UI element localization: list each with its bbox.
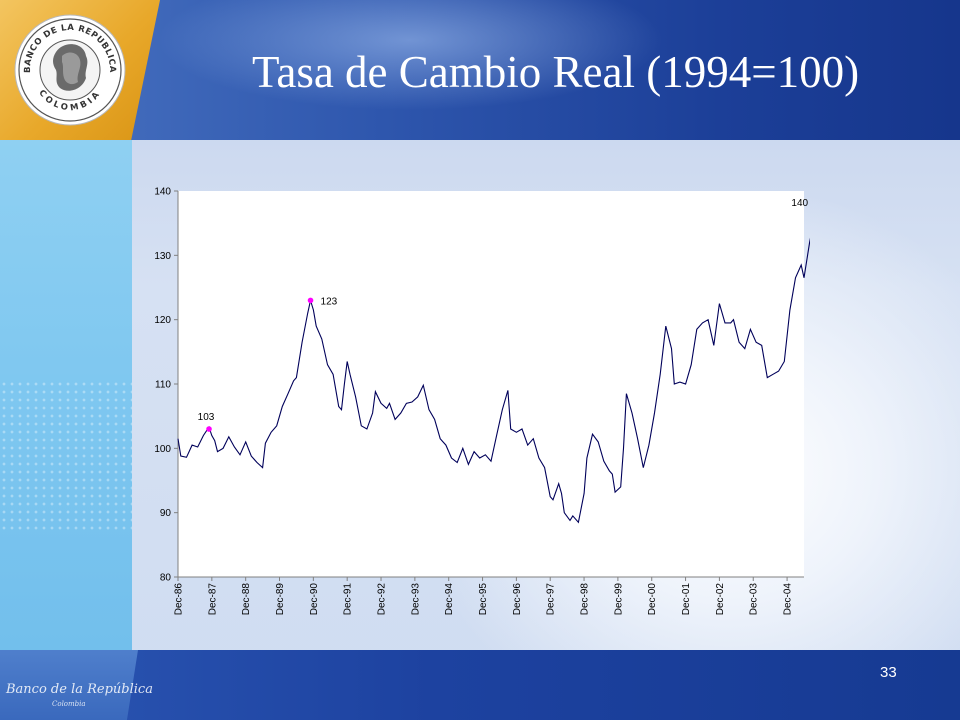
plot-area — [178, 191, 804, 577]
y-tick-label: 110 — [155, 380, 171, 391]
left-panel-pattern — [0, 380, 132, 530]
marker-point — [206, 426, 212, 432]
footer-subtitle: Colombia — [52, 700, 86, 708]
x-tick-label: Dec-90 — [309, 583, 320, 616]
x-tick-label: Dec-95 — [478, 583, 489, 616]
x-axis: Dec-86 Dec-87 Dec-88 Dec-89 Dec-90 Dec-91 Dec-… — [174, 576, 804, 616]
x-tick-label: Dec-87 — [207, 583, 218, 616]
x-tick-label: Dec-03 — [749, 583, 760, 616]
x-tick-label: Dec-98 — [580, 583, 591, 616]
y-tick-label: 80 — [160, 573, 172, 584]
slide-title: Tasa de Cambio Real (1994=100) — [252, 47, 860, 97]
y-tick-label: 120 — [154, 315, 171, 326]
series-line — [177, 237, 810, 524]
y-tick-label: 130 — [154, 251, 171, 262]
x-tick-label: Dec-89 — [275, 583, 286, 616]
x-tick-label: Dec-96 — [512, 583, 523, 616]
x-tick-label: Dec-88 — [241, 583, 252, 616]
y-tick-label: 90 — [160, 508, 172, 519]
footer-brand-panel — [0, 650, 138, 720]
y-tick-label: 140 — [154, 187, 171, 198]
bank-seal-logo: BANCO DE LA REPUBLICA COLOMBIA — [14, 14, 126, 126]
header-highlight — [130, 0, 730, 140]
x-tick-label: Dec-92 — [377, 583, 388, 616]
x-tick-label: Dec-99 — [613, 583, 624, 616]
y-tick-label: 100 — [154, 444, 171, 455]
x-tick-label: Dec-91 — [343, 583, 354, 616]
x-tick-label: Dec-01 — [681, 583, 692, 616]
x-tick-label: Dec-97 — [546, 583, 557, 616]
footer-band — [0, 650, 960, 720]
marker-point — [307, 297, 314, 304]
x-tick-label: Dec-04 — [783, 583, 794, 616]
x-tick-label: Dec-02 — [715, 583, 726, 616]
y-axis: 80 90 100 110 120 130 140 — [154, 187, 179, 584]
page-number: 33 — [880, 664, 897, 681]
x-tick-label: Dec-94 — [444, 583, 455, 616]
footer-brand: Banco de la República — [6, 682, 153, 697]
annotations: 103123140119 — [198, 198, 809, 432]
x-tick-label: Dec-86 — [174, 583, 185, 616]
left-panel — [0, 140, 132, 650]
x-tick-label: Dec-00 — [647, 583, 658, 616]
data-label: 140 — [791, 198, 808, 209]
data-label: 103 — [198, 412, 215, 423]
x-tick-label: Dec-93 — [410, 583, 421, 616]
data-label: 123 — [321, 296, 338, 307]
